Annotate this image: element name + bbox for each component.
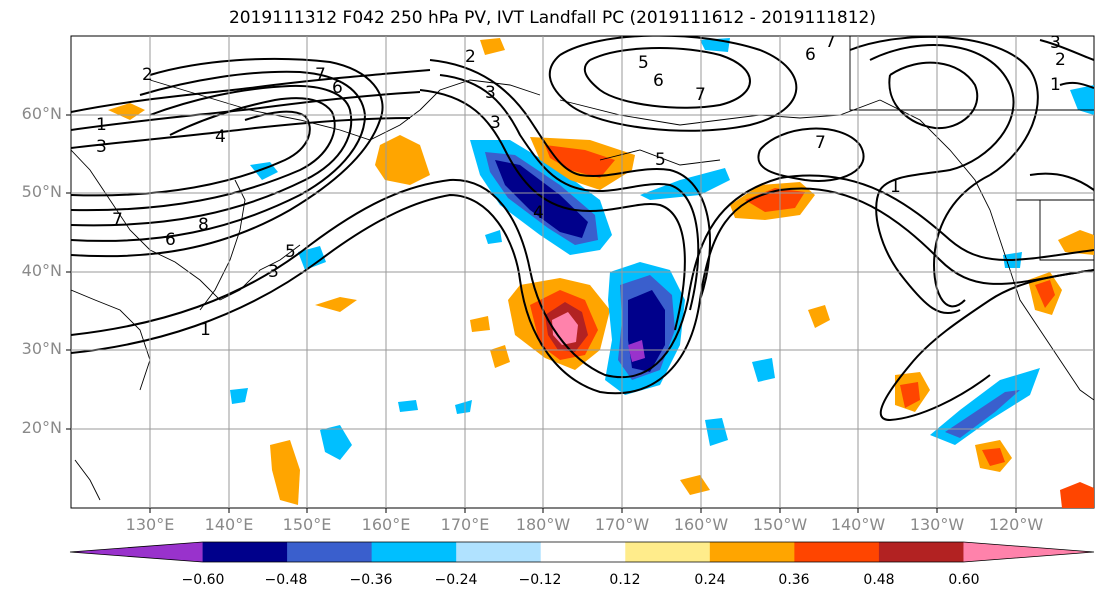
colorbar-swatch: [456, 542, 542, 562]
axis-ticks: [66, 114, 1017, 513]
contour-label: 3: [96, 137, 107, 157]
colorbar-swatch: [963, 542, 1094, 562]
colorbar-tick-label: −0.48: [264, 572, 308, 588]
contour-label: 5: [655, 150, 666, 170]
contour-label: 3: [268, 262, 279, 282]
contour-label: 2: [465, 47, 476, 67]
contour-label: 5: [285, 242, 296, 262]
pv-shading: [108, 38, 1094, 508]
lon-label: 140°E: [204, 515, 254, 534]
lat-label: 60°N: [21, 104, 62, 123]
contour-label: 7: [112, 210, 123, 230]
lon-label: 160°E: [361, 515, 411, 534]
colorbar-tick-label: −0.36: [349, 572, 393, 588]
contour-label: 3: [485, 83, 496, 103]
lon-label: 170°W: [594, 515, 650, 534]
contour-label: 6: [805, 45, 816, 65]
map-title: 2019111312 F042 250 hPa PV, IVT Landfall…: [228, 8, 876, 28]
contour-label: 2: [1055, 50, 1066, 70]
contour-label: 3: [490, 113, 501, 133]
contour-label: 1: [1050, 75, 1061, 95]
contour-label: 1: [890, 177, 901, 197]
lon-label: 120°W: [988, 515, 1044, 534]
colorbar-tick-label: 0.24: [694, 572, 726, 588]
ivt-contours: [71, 36, 1094, 422]
colorbar-tick-label: 0.12: [609, 572, 641, 588]
contour-label: 1: [200, 320, 211, 340]
lat-label: 20°N: [21, 418, 62, 437]
contour-label: 7: [695, 85, 706, 105]
lon-label: 150°W: [752, 515, 808, 534]
colorbar-tick-label: −0.60: [181, 572, 225, 588]
colorbar-swatch: [70, 542, 203, 562]
colorbar-swatch: [625, 542, 711, 562]
colorbar-swatch: [540, 542, 626, 562]
contour-label: 2: [142, 65, 153, 85]
colorbar: [69, 541, 1095, 563]
graticule: [71, 36, 1094, 508]
contour-label: 4: [533, 203, 544, 223]
lat-label: 30°N: [21, 339, 62, 358]
colorbar-swatch: [878, 542, 964, 562]
colorbar-swatch: [794, 542, 880, 562]
lon-label: 140°W: [830, 515, 886, 534]
contour-label: 1: [96, 115, 107, 135]
lon-label: 180°W: [515, 515, 571, 534]
lon-label: 130°E: [125, 515, 175, 534]
contour-label: 5: [638, 53, 649, 73]
colorbar-swatch: [371, 542, 457, 562]
colorbar-swatch: [202, 542, 288, 562]
colorbar-tick-label: 0.36: [778, 572, 810, 588]
colorbar-tick-label: −0.24: [434, 572, 478, 588]
lon-label: 160°W: [673, 515, 729, 534]
contour-label: 6: [332, 78, 343, 98]
contour-label: 7: [815, 133, 826, 153]
contour-label: 7: [825, 32, 836, 52]
colorbar-tick-label: −0.12: [518, 572, 562, 588]
colorbar-tick-label: 0.60: [948, 572, 980, 588]
contour-labels: 2 1 3 4 7 6 8 5 3 1 2 3 3 7 6 5 6 7 5 7 …: [96, 32, 1066, 340]
lon-label: 170°E: [440, 515, 490, 534]
lon-label: 150°E: [282, 515, 332, 534]
lon-label: 130°W: [909, 515, 965, 534]
lat-label: 40°N: [21, 261, 62, 280]
colorbar-swatch: [287, 542, 373, 562]
colorbar-swatch: [709, 542, 795, 562]
contour-label: 6: [165, 230, 176, 250]
contour-label: 6: [653, 71, 664, 91]
colorbar-tick-label: 0.48: [863, 572, 895, 588]
colorbar-outline: [69, 541, 1095, 563]
contour-label: 3: [1050, 33, 1061, 53]
contour-label: 4: [215, 127, 226, 147]
contour-label: 7: [315, 65, 326, 85]
lat-label: 50°N: [21, 182, 62, 201]
contour-label: 8: [198, 215, 209, 235]
